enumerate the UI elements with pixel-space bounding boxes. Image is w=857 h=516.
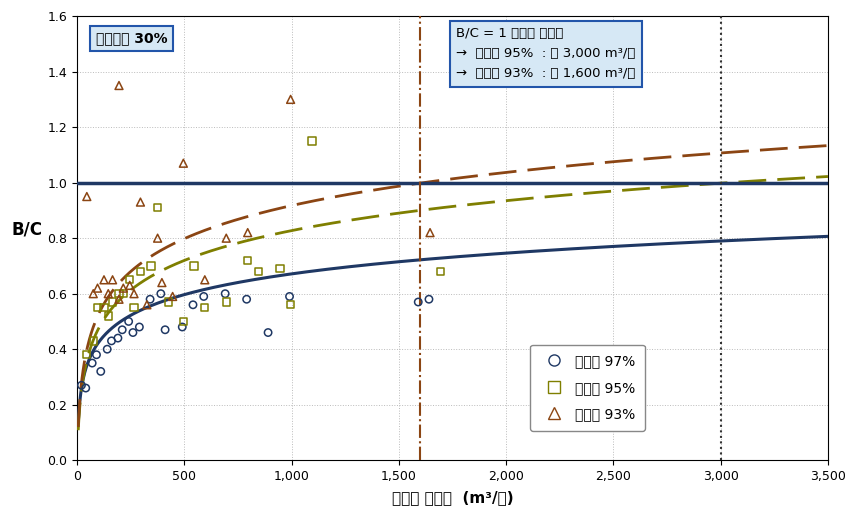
Point bbox=[127, 303, 141, 312]
Point bbox=[101, 312, 115, 320]
Point bbox=[87, 337, 100, 345]
Point bbox=[219, 289, 232, 298]
Point bbox=[187, 262, 201, 270]
Point bbox=[112, 295, 126, 303]
Point bbox=[90, 350, 104, 359]
Point bbox=[122, 317, 135, 326]
Point bbox=[177, 159, 190, 167]
Point bbox=[101, 289, 115, 298]
Point bbox=[161, 298, 175, 306]
Point bbox=[434, 267, 447, 276]
Point bbox=[241, 229, 255, 237]
Point bbox=[284, 95, 297, 104]
Point bbox=[80, 192, 93, 201]
Point bbox=[105, 337, 118, 345]
Point bbox=[154, 289, 168, 298]
Point bbox=[112, 82, 126, 90]
Point bbox=[284, 301, 297, 309]
Point bbox=[151, 234, 165, 243]
Point bbox=[176, 323, 189, 331]
Point bbox=[112, 289, 126, 298]
Point bbox=[133, 323, 147, 331]
Y-axis label: B/C: B/C bbox=[11, 220, 42, 238]
Point bbox=[198, 276, 212, 284]
Point bbox=[100, 345, 114, 353]
Point bbox=[105, 276, 119, 284]
Point bbox=[240, 295, 254, 303]
Point bbox=[134, 198, 147, 206]
Point bbox=[411, 298, 425, 306]
Point bbox=[134, 267, 147, 276]
Point bbox=[261, 328, 275, 336]
Point bbox=[143, 295, 157, 303]
Point bbox=[79, 384, 93, 392]
Point bbox=[177, 317, 190, 326]
Point bbox=[117, 284, 130, 292]
X-axis label: 슬러지 유입량  (m³/일): 슬러지 유입량 (m³/일) bbox=[392, 490, 513, 505]
Point bbox=[116, 326, 129, 334]
Point bbox=[127, 289, 141, 298]
Point bbox=[283, 293, 297, 301]
Point bbox=[97, 303, 111, 312]
Point bbox=[86, 359, 99, 367]
Point bbox=[159, 326, 172, 334]
Point bbox=[144, 262, 158, 270]
Point bbox=[91, 284, 105, 292]
Point bbox=[219, 298, 233, 306]
Point bbox=[80, 350, 93, 359]
Point bbox=[140, 301, 153, 309]
Point bbox=[241, 256, 255, 265]
Point bbox=[123, 276, 136, 284]
Point bbox=[87, 289, 100, 298]
Point bbox=[94, 367, 108, 376]
Point bbox=[111, 334, 125, 342]
Point bbox=[165, 293, 179, 301]
Point bbox=[105, 298, 119, 306]
Point bbox=[423, 229, 437, 237]
Point bbox=[155, 279, 169, 287]
Point bbox=[252, 267, 266, 276]
Point bbox=[75, 381, 88, 390]
Point bbox=[305, 137, 319, 145]
Point bbox=[117, 289, 130, 298]
Point bbox=[186, 301, 200, 309]
Text: 소화효율 30%: 소화효율 30% bbox=[96, 31, 168, 45]
Point bbox=[219, 234, 233, 243]
Point bbox=[91, 303, 105, 312]
Point bbox=[273, 265, 287, 273]
Text: B/C = 1 슬러지 유입량
→  함수율 95%  : 약 3,000 m³/일
→  함수율 93%  : 약 1,600 m³/일: B/C = 1 슬러지 유입량 → 함수율 95% : 약 3,000 m³/일… bbox=[456, 27, 636, 80]
Point bbox=[123, 281, 136, 289]
Point bbox=[97, 276, 111, 284]
Legend: 함수율 97%, 함수율 95%, 함수율 93%: 함수율 97%, 함수율 95%, 함수율 93% bbox=[530, 345, 645, 431]
Point bbox=[198, 303, 212, 312]
Point bbox=[197, 293, 211, 301]
Point bbox=[126, 328, 140, 336]
Point bbox=[423, 295, 436, 303]
Point bbox=[151, 203, 165, 212]
